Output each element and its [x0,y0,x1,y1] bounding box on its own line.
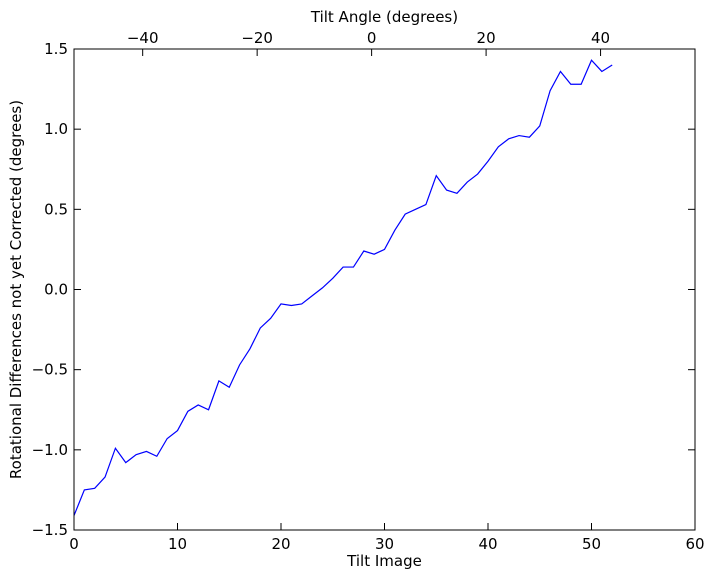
y-tick-label: 0.0 [44,281,68,299]
x2-tick-label: −20 [241,29,273,47]
x-tick-label: 20 [271,535,290,553]
y-tick-label: 0.5 [44,200,68,218]
y-axis-label: Rotational Differences not yet Corrected… [7,100,25,479]
series-layer [73,59,613,516]
x-axis-label: Tilt Image [346,552,422,570]
x2-tick-label: −40 [127,29,159,47]
x-tick-label: 50 [582,535,601,553]
x-tick-label: 30 [375,535,394,553]
ticks-layer: 0 10 20 30 40 50 60 −40 −20 0 20 40 1.5 1.0 0.5 0.0 −0.5… [32,29,705,553]
y-tick-label: 1.5 [44,40,68,58]
x-tick-label: 60 [685,535,704,553]
x2-tick-label: 20 [477,29,496,47]
y-tick-label: 1.0 [44,120,68,138]
top-axis-label: Tilt Angle (degrees) [310,8,458,26]
x2-tick-label: 40 [591,29,610,47]
y-tick-label: −1.5 [32,521,68,539]
x-tick-label: 10 [168,535,187,553]
x-tick-label: 40 [478,535,497,553]
x-tick-label: 0 [69,535,79,553]
x2-tick-label: 0 [367,29,377,47]
series-line [73,59,613,516]
y-tick-label: −0.5 [32,361,68,379]
plot-frame [73,48,696,531]
y-tick-label: −1.0 [32,441,68,459]
